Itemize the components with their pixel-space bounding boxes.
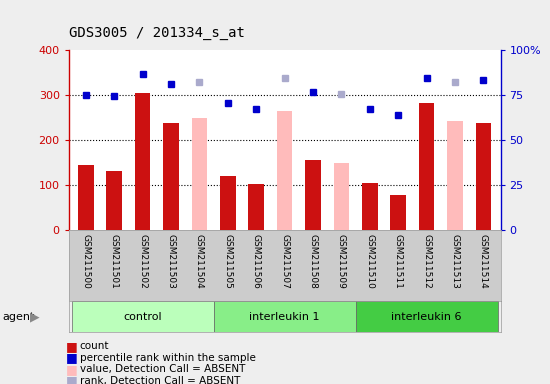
Text: GSM211502: GSM211502 — [138, 234, 147, 289]
Bar — [476, 123, 491, 230]
Bar — [220, 176, 235, 230]
Bar — [305, 160, 321, 230]
Bar — [356, 301, 498, 332]
Text: GSM211500: GSM211500 — [81, 234, 90, 289]
Text: ■: ■ — [65, 374, 78, 384]
Text: GSM211501: GSM211501 — [109, 234, 119, 289]
Bar — [213, 301, 356, 332]
Bar — [249, 184, 264, 230]
Text: GSM211513: GSM211513 — [450, 234, 460, 289]
Bar — [135, 93, 150, 230]
Text: GSM211510: GSM211510 — [365, 234, 375, 289]
Bar — [447, 121, 463, 230]
Text: interleukin 6: interleukin 6 — [392, 312, 462, 322]
Text: interleukin 1: interleukin 1 — [249, 312, 320, 322]
Text: GSM211504: GSM211504 — [195, 234, 204, 289]
Text: GDS3005 / 201334_s_at: GDS3005 / 201334_s_at — [69, 26, 245, 40]
Text: percentile rank within the sample: percentile rank within the sample — [80, 353, 256, 363]
Text: GSM211511: GSM211511 — [394, 234, 403, 289]
Bar — [419, 103, 435, 230]
Text: agent: agent — [3, 312, 35, 322]
Text: ■: ■ — [65, 363, 78, 376]
Text: GSM211507: GSM211507 — [280, 234, 289, 289]
Text: GSM211505: GSM211505 — [223, 234, 232, 289]
Text: value, Detection Call = ABSENT: value, Detection Call = ABSENT — [80, 364, 245, 374]
Text: GSM211512: GSM211512 — [422, 234, 431, 289]
Text: ▶: ▶ — [30, 310, 40, 323]
Text: GSM211503: GSM211503 — [167, 234, 175, 289]
Text: GSM211514: GSM211514 — [479, 234, 488, 289]
Text: GSM211508: GSM211508 — [309, 234, 317, 289]
Text: ■: ■ — [65, 351, 78, 364]
Text: count: count — [80, 341, 109, 351]
Bar — [362, 184, 378, 230]
Bar — [163, 124, 179, 230]
Bar — [334, 163, 349, 230]
Bar — [72, 301, 213, 332]
Text: GSM211509: GSM211509 — [337, 234, 346, 289]
Text: GSM211506: GSM211506 — [252, 234, 261, 289]
Text: control: control — [123, 312, 162, 322]
Bar — [106, 171, 122, 230]
Bar — [78, 165, 94, 230]
Text: ■: ■ — [65, 340, 78, 353]
Bar — [191, 118, 207, 230]
Text: rank, Detection Call = ABSENT: rank, Detection Call = ABSENT — [80, 376, 240, 384]
Bar — [390, 195, 406, 230]
Bar — [277, 111, 293, 230]
